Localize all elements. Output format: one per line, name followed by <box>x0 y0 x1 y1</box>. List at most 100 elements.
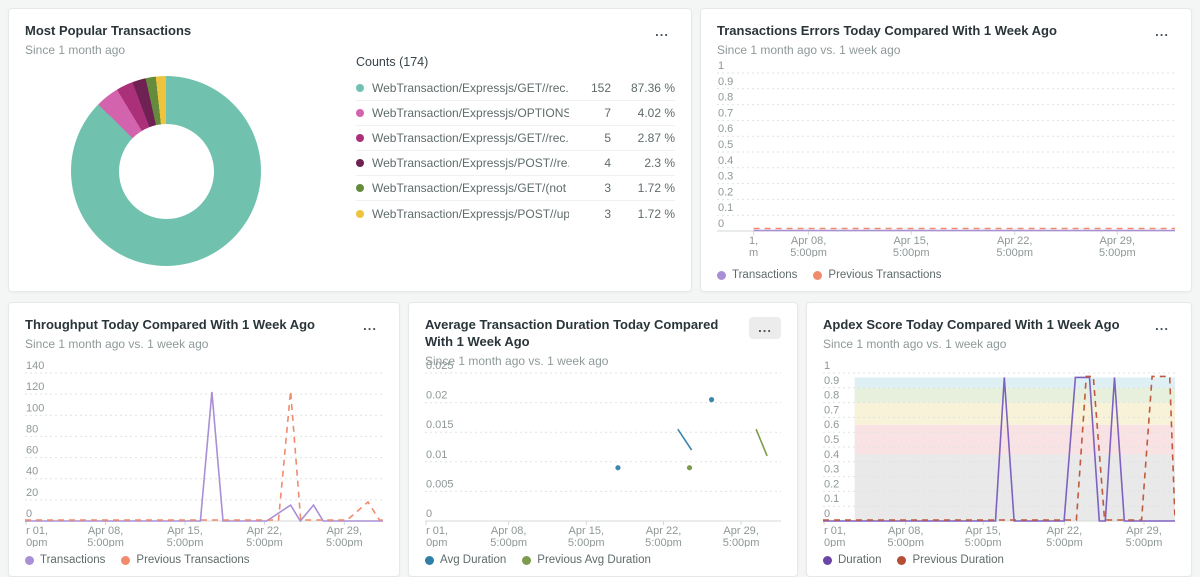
series-dot-icon <box>356 134 364 142</box>
panel-subtitle: Since 1 month ago <box>25 42 126 57</box>
legend-label: Transactions <box>732 269 798 281</box>
chart-legend: Avg Duration Previous Avg Duration <box>425 554 651 566</box>
svg-text:0.2: 0.2 <box>824 478 839 490</box>
transaction-name: WebTransaction/Expressjs/POST//up... <box>372 206 569 221</box>
legend-dot-icon <box>25 555 34 565</box>
panel-menu-button[interactable]: ... <box>1149 23 1175 41</box>
panel-menu-button[interactable]: ... <box>749 317 781 339</box>
svg-text:Apr 29,: Apr 29, <box>1100 235 1135 247</box>
transaction-count: 5 <box>604 131 611 145</box>
svg-text:5:00pm: 5:00pm <box>723 537 760 547</box>
svg-text:Apr 08,: Apr 08, <box>888 525 923 537</box>
panel-subtitle: Since 1 month ago vs. 1 week ago <box>425 353 609 368</box>
svg-text:120: 120 <box>26 381 44 393</box>
transaction-name: WebTransaction/Expressjs/POST//re... <box>372 156 569 170</box>
pie-legend-row[interactable]: WebTransaction/Expressjs/GET//rec... 152 8… <box>356 76 675 101</box>
panel-apdex-score: Apdex Score Today Compared With 1 Week A… <box>806 302 1192 577</box>
svg-text:Apr 22,: Apr 22, <box>646 525 681 537</box>
svg-text:5:00pm: 5:00pm <box>790 247 827 257</box>
svg-text:5:00pm: 5:00pm <box>965 537 1002 547</box>
svg-text:Apr 08,: Apr 08, <box>791 235 826 247</box>
panel-menu-button[interactable]: ... <box>649 23 675 41</box>
series-dot-icon <box>356 209 364 218</box>
panel-title: Most Popular Transactions <box>25 23 192 38</box>
legend-dot-icon <box>823 555 832 565</box>
legend-item[interactable]: Previous Transactions <box>813 269 942 281</box>
errors-line-chart[interactable]: 1 0.9 0.8 0.7 0.6 0.5 0.4 0.3 0.2 0.1 0 1, m Apr 08, 5… <box>717 60 1175 259</box>
svg-text:0.5: 0.5 <box>718 139 733 151</box>
svg-text:0pm: 0pm <box>26 537 47 547</box>
svg-text:80: 80 <box>26 423 38 435</box>
pie-legend-row[interactable]: WebTransaction/Expressjs/POST//up... 3 1.7… <box>356 201 675 226</box>
svg-text:5:00pm: 5:00pm <box>1046 537 1083 547</box>
transaction-percent: 1.72 % <box>637 206 675 221</box>
svg-text:20: 20 <box>26 487 38 499</box>
pie-legend-row[interactable]: WebTransaction/Expressjs/GET//rec... 5 2.8… <box>356 126 675 151</box>
panel-menu-button[interactable]: ... <box>357 317 383 335</box>
donut-hole <box>118 123 214 219</box>
transaction-percent: 4.02 % <box>637 106 675 120</box>
legend-label: Transactions <box>40 554 106 566</box>
throughput-line-chart[interactable]: 140 120 100 80 60 40 20 0 r 01, 0pm Apr 08, 5:00pm A… <box>25 360 383 549</box>
svg-text:0.4: 0.4 <box>718 155 733 167</box>
svg-text:m: m <box>749 247 758 257</box>
svg-text:0.3: 0.3 <box>824 464 839 476</box>
svg-text:0.9: 0.9 <box>718 76 733 88</box>
svg-text:Apr 29,: Apr 29, <box>723 525 758 537</box>
legend-item[interactable]: Duration <box>823 554 881 566</box>
apdex-line-chart[interactable]: 1 0.9 0.8 0.7 0.6 0.5 0.4 0.3 0.2 0.1 0 r 01, 0pm Apr… <box>823 360 1176 549</box>
svg-text:Apr 29,: Apr 29, <box>327 525 362 537</box>
pie-legend-row[interactable]: WebTransaction/Expressjs/OPTIONS// 7 4.02 … <box>356 101 675 126</box>
transaction-name: WebTransaction/Expressjs/OPTIONS// <box>372 106 569 120</box>
svg-text:r 01,: r 01, <box>26 525 48 537</box>
svg-text:1: 1 <box>718 61 724 72</box>
legend-label: Previous Transactions <box>828 269 942 281</box>
panel-average-transaction-duration: Average Transaction Duration Today Compa… <box>408 302 798 577</box>
legend-dot-icon <box>717 270 726 280</box>
legend-dot-icon <box>897 555 907 565</box>
series-dot-icon <box>356 184 364 192</box>
panel-subtitle: Since 1 month ago vs. 1 week ago <box>25 336 209 351</box>
donut-chart[interactable] <box>71 76 261 266</box>
legend-item[interactable]: Previous Transactions <box>121 554 250 566</box>
transaction-name: WebTransaction/Expressjs/GET//rec... <box>372 81 569 95</box>
legend-item[interactable]: Transactions <box>717 269 797 281</box>
transaction-percent: 2.87 % <box>637 131 675 145</box>
svg-text:0.7: 0.7 <box>718 107 733 119</box>
panel-menu-button[interactable]: ... <box>1149 317 1175 335</box>
legend-item[interactable]: Previous Avg Duration <box>522 554 651 566</box>
svg-text:Apr 15,: Apr 15, <box>569 525 604 537</box>
svg-text:0.025: 0.025 <box>426 361 454 372</box>
svg-text:r 01,: r 01, <box>824 525 846 537</box>
pie-legend-row[interactable]: WebTransaction/Expressjs/GET/(not ... 3 1.… <box>356 176 675 201</box>
series-dot-icon <box>356 84 364 92</box>
svg-text:0: 0 <box>824 508 830 520</box>
svg-text:0.015: 0.015 <box>426 419 454 431</box>
svg-text:5:00pm: 5:00pm <box>246 537 283 547</box>
pie-legend-row[interactable]: WebTransaction/Expressjs/POST//re... 4 2.3… <box>356 151 675 176</box>
svg-text:1: 1 <box>824 361 830 372</box>
transaction-count: 152 <box>590 81 611 95</box>
panel-subtitle: Since 1 month ago vs. 1 week ago <box>823 336 1007 351</box>
chart-legend: Transactions Previous Transactions <box>25 554 250 566</box>
transaction-counts-table: Counts (174) WebTransaction/Expressjs/GE… <box>356 55 675 226</box>
panel-title: Transactions Errors Today Compared With … <box>717 23 1057 38</box>
legend-label: Previous Transactions <box>136 554 250 566</box>
panel-subtitle: Since 1 month ago vs. 1 week ago <box>717 42 901 57</box>
legend-item[interactable]: Transactions <box>25 554 105 566</box>
legend-item[interactable]: Avg Duration <box>425 554 506 566</box>
svg-text:0: 0 <box>26 508 32 520</box>
legend-item[interactable]: Previous Duration <box>897 554 1004 566</box>
panel-throughput: Throughput Today Compared With 1 Week Ag… <box>8 302 400 577</box>
svg-text:0: 0 <box>426 508 432 520</box>
svg-text:0.02: 0.02 <box>426 390 447 402</box>
svg-text:0: 0 <box>718 218 724 230</box>
legend-dot-icon <box>813 270 823 280</box>
svg-text:0.9: 0.9 <box>824 375 839 387</box>
svg-text:0.2: 0.2 <box>718 186 733 198</box>
duration-scatter-chart[interactable]: 0.025 0.02 0.015 0.01 0.005 0 r 01, 0pm Apr 08, 5… <box>425 360 781 549</box>
legend-dot-icon <box>522 555 532 565</box>
table-header: Counts (174) <box>356 55 429 69</box>
transaction-count: 3 <box>604 181 611 195</box>
transaction-count: 7 <box>604 106 611 120</box>
